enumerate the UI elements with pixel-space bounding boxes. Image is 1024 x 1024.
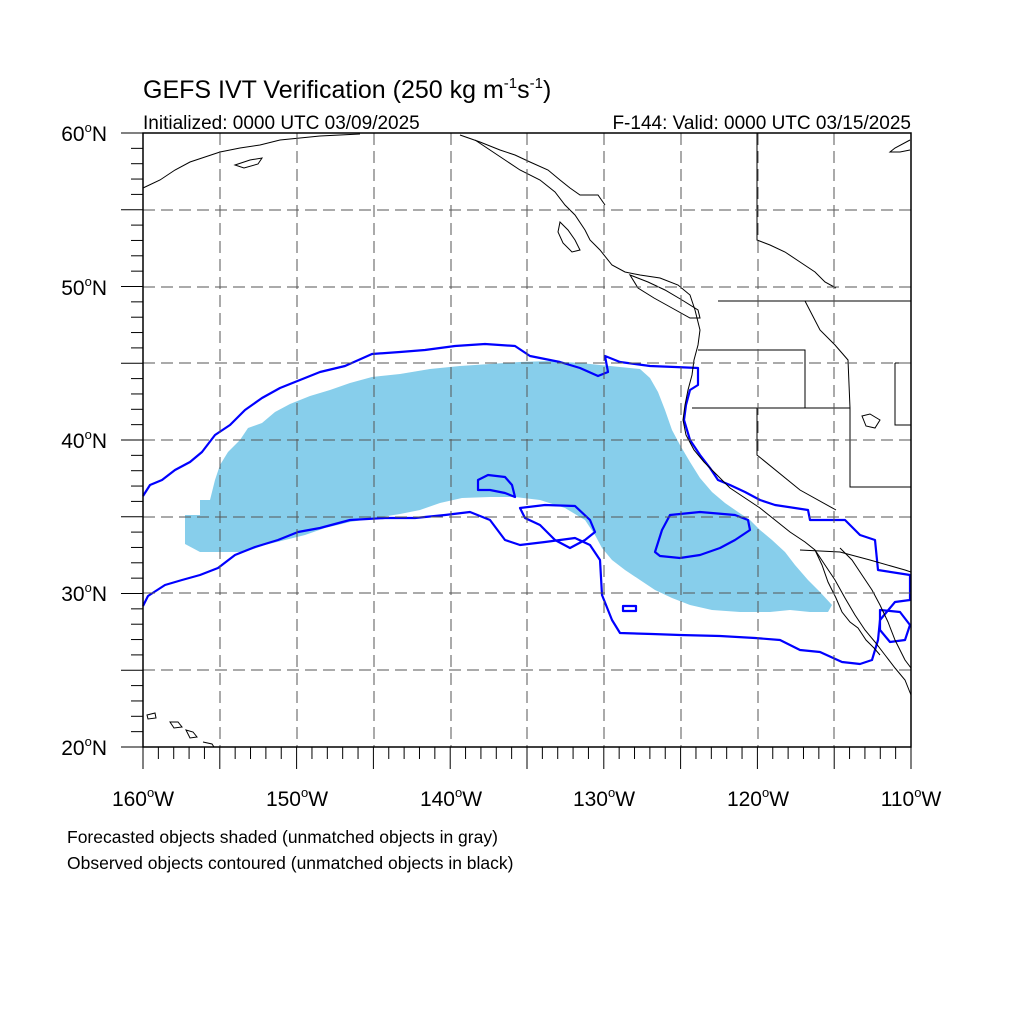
observed-contour-subtropical (653, 510, 752, 560)
map-title: GEFS IVT Verification (250 kg m-1s-1) (143, 75, 551, 104)
coastlines (142, 133, 912, 748)
observed-contour-inner-gap (518, 503, 597, 550)
alaska-coast (142, 133, 361, 189)
north-america-coast (474, 139, 912, 696)
hawaii-islands (146, 712, 215, 748)
observed-contour-small (621, 604, 638, 613)
graticule (143, 133, 911, 747)
baja-california (814, 549, 881, 656)
lon-label-150w: 150oW (266, 785, 328, 811)
state-border-wa-or (698, 349, 806, 408)
lon-label-120w: 120oW (727, 785, 789, 811)
state-border-ca-nv (756, 408, 837, 511)
alaska-islands-1 (233, 157, 264, 169)
observed-contour-baja (878, 608, 912, 644)
us-canada-border-line (756, 133, 837, 289)
legend-observed-note: Observed objects contoured (unmatched ob… (67, 853, 514, 873)
axis-ticks (121, 132, 912, 769)
lat-label-20n: 20oN (61, 734, 107, 760)
lon-label-160w: 160oW (112, 785, 174, 811)
lat-label-60n: 60oN (61, 120, 107, 146)
observed-contour-blob (476, 473, 517, 499)
lat-label-30n: 30oN (61, 580, 107, 606)
us-mexico-border (799, 549, 912, 573)
map-panel (142, 132, 912, 748)
gulf-of-california (839, 547, 912, 669)
init-time-label: Initialized: 0000 UTC 03/09/2025 (143, 113, 420, 134)
alaska-islands-2 (888, 139, 911, 153)
lat-label-50n: 50oN (61, 274, 107, 300)
alaska-panhandle (459, 134, 606, 206)
valid-time-label: F-144: Valid: 0000 UTC 03/15/2025 (612, 113, 911, 134)
observed-ivt-contours (142, 342, 912, 666)
state-border-id (804, 300, 911, 488)
vancouver-island (628, 273, 701, 319)
lon-label-130w: 130oW (573, 785, 635, 811)
lon-label-110w: 110oW (881, 785, 942, 811)
lat-label-40n: 40oN (61, 427, 107, 453)
latitude-labels: 60oN 50oN 40oN 30oN 20oN (61, 120, 107, 760)
channel-island (861, 413, 881, 429)
forecast-ivt-object (185, 361, 832, 612)
observed-contour-main (142, 342, 912, 666)
lon-label-140w: 140oW (420, 785, 482, 811)
longitude-labels: 160oW 150oW 140oW 130oW 120oW 110oW (112, 785, 942, 811)
legend-forecast-note: Forecasted objects shaded (unmatched obj… (67, 827, 498, 847)
haida-gwaii (557, 220, 581, 253)
